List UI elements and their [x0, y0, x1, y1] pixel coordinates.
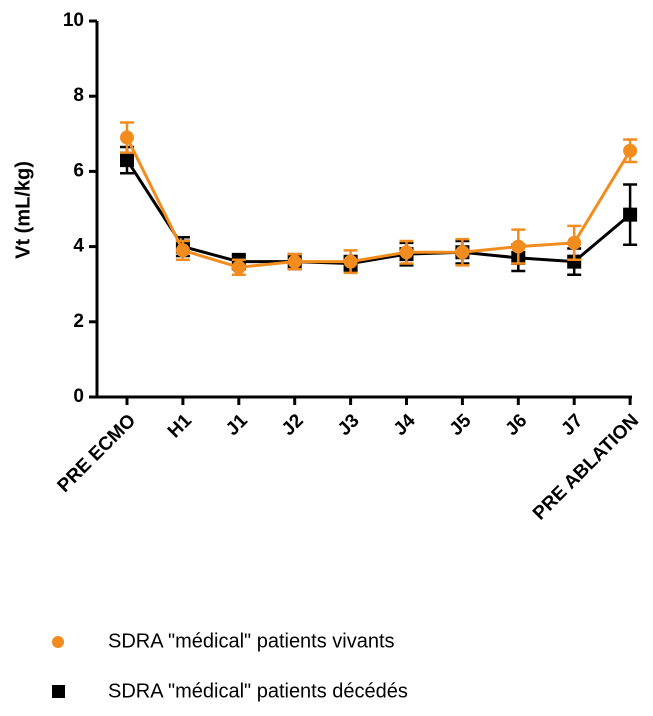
x-tick-label: J7	[557, 410, 587, 440]
y-axis-label: Vt (mL/kg)	[12, 161, 34, 259]
marker	[231, 260, 246, 275]
marker	[455, 245, 470, 260]
x-tick-label: PRE ECMO	[54, 410, 141, 497]
series-line	[125, 159, 632, 266]
marker	[120, 130, 134, 145]
y-tick-label: 2	[73, 311, 84, 332]
marker	[567, 254, 582, 269]
legend-label: SDRA "médical" patients vivants	[108, 630, 395, 652]
marker	[567, 235, 582, 250]
x-tick-label: H1	[164, 410, 196, 442]
y-tick-label: 8	[73, 85, 84, 106]
x-tick-label: PRE ABLATION	[529, 410, 643, 524]
y-tick-label: 0	[73, 386, 84, 407]
marker	[511, 239, 526, 254]
marker	[287, 254, 302, 269]
legend-marker	[52, 685, 65, 698]
marker	[399, 245, 414, 260]
marker	[623, 143, 638, 158]
x-tick-label: J3	[334, 410, 364, 440]
legend-marker	[52, 636, 64, 648]
x-tick-label: J1	[222, 410, 252, 440]
x-tick-label: J4	[390, 410, 420, 440]
marker	[120, 153, 134, 168]
y-tick-label: 6	[73, 160, 84, 181]
legend-label: SDRA "médical" patients décédés	[108, 680, 408, 702]
y-tick-label: 10	[63, 10, 84, 31]
series-line	[125, 136, 632, 269]
x-tick-label: J6	[502, 410, 532, 440]
x-tick-label: J5	[446, 410, 476, 440]
marker	[623, 207, 638, 222]
marker	[175, 243, 190, 258]
y-tick-label: 4	[73, 236, 84, 257]
x-tick-label: J2	[278, 410, 308, 440]
marker	[343, 254, 358, 269]
